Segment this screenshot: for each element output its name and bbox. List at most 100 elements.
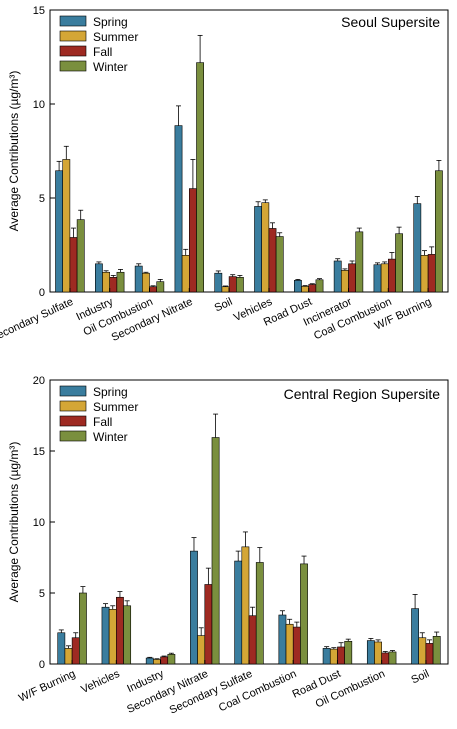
bar-winter-10 xyxy=(434,170,443,293)
y-tick-label: 20 xyxy=(33,375,45,387)
legend-label-summer: Summer xyxy=(93,30,138,44)
bar-fall-8 xyxy=(381,652,390,665)
bar-winter-5 xyxy=(236,277,244,293)
bar-fall-6 xyxy=(292,626,301,665)
y-tick-label: 5 xyxy=(39,193,45,205)
bar-summer-9 xyxy=(380,263,389,293)
chart-panel-1: 0 5 10 15 Average Contributions (µg/m³) Seoul… xyxy=(0,5,449,345)
y-tick-label: 0 xyxy=(39,659,45,671)
bar-summer-2 xyxy=(108,609,117,665)
y-tick-label: 15 xyxy=(33,5,45,17)
bar-spring-4 xyxy=(174,125,183,293)
bar-spring-2 xyxy=(95,263,103,293)
bar-winter-9 xyxy=(432,636,441,665)
bar-fall-1 xyxy=(69,237,78,293)
y-axis-label: Average Contributions (µg/m³) xyxy=(7,71,21,232)
bar-fall-9 xyxy=(425,643,434,665)
x-tick-label: W/F Burning xyxy=(17,668,77,705)
bar-summer-2 xyxy=(102,271,110,293)
bar-fall-1 xyxy=(71,637,80,665)
x-tick-label: Vehicles xyxy=(79,668,122,696)
bar-summer-7 xyxy=(329,648,338,665)
legend-label-spring: Spring xyxy=(93,385,128,399)
bar-summer-4 xyxy=(181,255,190,293)
bar-spring-5 xyxy=(234,560,243,665)
bar-winter-3 xyxy=(167,654,176,665)
bar-fall-7 xyxy=(308,284,317,293)
y-tick-label: 10 xyxy=(33,99,45,111)
bar-spring-3 xyxy=(145,657,154,665)
bar-winter-2 xyxy=(123,605,132,665)
legend-swatch-fall xyxy=(59,415,87,427)
bar-winter-6 xyxy=(275,236,284,293)
bar-spring-8 xyxy=(333,260,342,293)
bar-fall-2 xyxy=(109,277,118,293)
bar-spring-9 xyxy=(373,264,382,293)
bar-summer-3 xyxy=(142,272,150,293)
bar-spring-9 xyxy=(411,608,419,665)
bar-summer-3 xyxy=(153,659,161,665)
bar-fall-5 xyxy=(228,276,237,293)
bar-summer-5 xyxy=(241,546,250,665)
bar-summer-10 xyxy=(420,255,429,293)
bar-fall-4 xyxy=(204,584,213,665)
x-tick-label: Coal Combustion xyxy=(217,668,299,715)
bar-winter-6 xyxy=(300,563,308,665)
bar-spring-7 xyxy=(293,280,302,293)
bar-fall-8 xyxy=(348,263,356,293)
bar-spring-10 xyxy=(413,203,422,293)
legend-label-fall: Fall xyxy=(93,415,112,429)
bar-summer-6 xyxy=(285,623,294,665)
y-axis-label: Average Contributions (µg/m³) xyxy=(7,442,21,603)
legend-label-winter: Winter xyxy=(93,430,128,444)
bar-spring-6 xyxy=(254,206,262,293)
legend-label-fall: Fall xyxy=(93,45,112,59)
bar-summer-6 xyxy=(261,202,270,293)
bar-fall-5 xyxy=(248,615,257,665)
legend-swatch-winter xyxy=(59,60,87,72)
bar-winter-5 xyxy=(255,562,264,665)
bar-fall-10 xyxy=(427,254,436,293)
bar-winter-1 xyxy=(76,219,85,293)
bar-fall-2 xyxy=(116,596,124,665)
bar-winter-8 xyxy=(355,231,364,293)
legend-swatch-spring xyxy=(59,385,87,397)
bar-winter-1 xyxy=(79,592,87,665)
legend-swatch-spring xyxy=(59,15,87,27)
chart-title: Central Region Supersite xyxy=(284,386,441,402)
bar-fall-9 xyxy=(387,258,396,293)
bar-spring-1 xyxy=(57,632,66,665)
bar-winter-7 xyxy=(315,279,324,293)
bar-spring-5 xyxy=(214,272,223,293)
x-tick-label: Soil xyxy=(213,296,235,315)
bar-spring-4 xyxy=(190,550,198,665)
bar-winter-9 xyxy=(395,233,403,293)
legend-swatch-fall xyxy=(59,45,87,57)
bar-spring-2 xyxy=(101,606,110,665)
bar-fall-3 xyxy=(149,286,157,293)
bar-spring-7 xyxy=(322,648,331,665)
plot-frame xyxy=(49,9,449,293)
bar-summer-8 xyxy=(340,270,349,293)
chart-panel-2: 0 5 10 15 20 Average Contributions (µg/m³) Cen… xyxy=(7,375,449,717)
bar-summer-4 xyxy=(197,635,206,665)
bar-winter-3 xyxy=(156,281,165,293)
bar-winter-4 xyxy=(196,62,204,293)
bar-winter-4 xyxy=(211,437,220,665)
bar-summer-7 xyxy=(301,286,309,293)
bar-fall-4 xyxy=(189,188,197,293)
legend-swatch-summer xyxy=(59,400,87,412)
legend-label-summer: Summer xyxy=(93,400,138,414)
y-tick-label: 10 xyxy=(33,517,45,529)
legend-swatch-summer xyxy=(59,30,87,42)
bar-summer-5 xyxy=(221,286,230,293)
legend-label-winter: Winter xyxy=(93,60,128,74)
bar-fall-6 xyxy=(268,228,277,293)
bar-spring-8 xyxy=(366,640,375,665)
bar-summer-9 xyxy=(418,637,427,665)
x-tick-label: Soil xyxy=(409,668,431,687)
bar-winter-8 xyxy=(388,651,397,665)
y-tick-label: 15 xyxy=(33,446,45,458)
legend-label-spring: Spring xyxy=(93,15,128,29)
